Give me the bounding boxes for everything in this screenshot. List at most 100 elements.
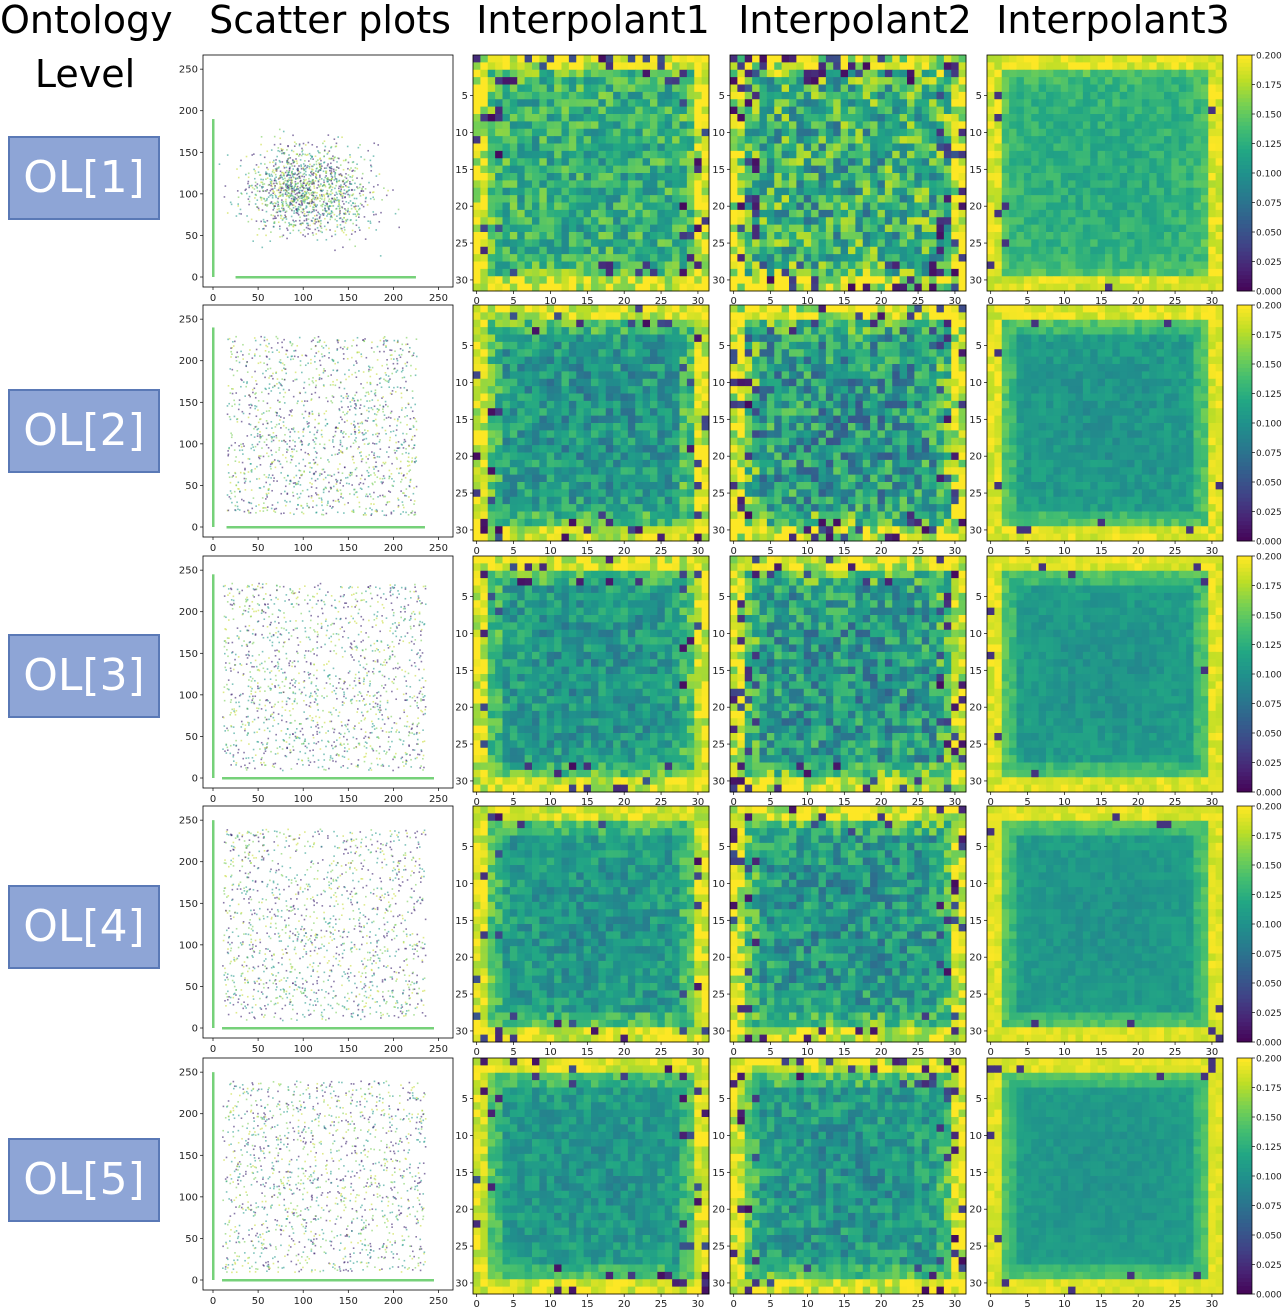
scatter-point: [305, 183, 307, 185]
scatter-point: [348, 162, 350, 164]
scatter-point: [300, 197, 302, 199]
scatter-point: [304, 236, 306, 238]
scatter-point: [302, 199, 304, 201]
scatter-point: [305, 179, 307, 181]
scatter-point: [319, 195, 321, 197]
scatter-point: [274, 178, 276, 180]
scatter-point: [299, 145, 301, 147]
scatter-point: [290, 185, 292, 187]
scatter-point: [307, 165, 309, 167]
scatter-point: [294, 165, 296, 167]
scatter-point: [266, 189, 268, 191]
scatter-vertical-band: [212, 119, 215, 277]
scatter-point: [302, 174, 304, 176]
scatter-point: [336, 215, 338, 217]
scatter-point: [286, 228, 288, 230]
scatter-point: [298, 173, 300, 175]
scatter-point: [265, 171, 267, 173]
scatter-point: [398, 227, 400, 229]
scatter-point: [318, 181, 320, 183]
scatter-point: [272, 169, 274, 171]
scatter-point: [351, 205, 353, 207]
scatter-point: [260, 154, 262, 156]
scatter-point: [380, 212, 382, 214]
scatter-point: [324, 218, 326, 220]
scatter-point: [350, 200, 352, 202]
scatter-point: [292, 159, 294, 161]
scatter-point: [308, 211, 310, 213]
scatter-point: [255, 182, 257, 184]
scatter-point: [283, 175, 285, 177]
scatter-point: [277, 204, 279, 206]
scatter-point: [260, 163, 262, 165]
scatter-point: [332, 192, 334, 194]
scatter-point: [313, 202, 315, 204]
scatter-point: [360, 195, 362, 197]
scatter-point: [312, 169, 314, 171]
scatter-point: [351, 176, 353, 178]
scatter-point: [356, 177, 358, 179]
scatter-point: [296, 174, 298, 176]
scatter-point: [298, 208, 300, 210]
scatter-point: [334, 194, 336, 196]
scatter-point: [255, 172, 257, 174]
scatter-point: [326, 229, 328, 231]
scatter-point: [345, 210, 347, 212]
scatter-point: [240, 160, 242, 162]
scatter-point: [320, 197, 322, 199]
scatter-point: [281, 189, 283, 191]
scatter-point: [340, 224, 342, 226]
scatter-point: [320, 231, 322, 233]
scatter-point: [292, 134, 294, 136]
scatter-point: [309, 174, 311, 176]
scatter-point: [336, 180, 338, 182]
scatter-point: [367, 150, 369, 152]
scatter-point: [281, 207, 283, 209]
scatter-point: [315, 197, 317, 199]
scatter-point: [320, 226, 322, 228]
scatter-point: [283, 166, 285, 168]
scatter-point: [308, 197, 310, 199]
scatter-point: [319, 200, 321, 202]
scatter-point: [315, 170, 317, 172]
scatter-point: [324, 161, 326, 163]
scatter-point: [247, 183, 249, 185]
scatter-point: [286, 167, 288, 169]
scatter-point: [295, 158, 297, 160]
scatter-point: [290, 200, 292, 202]
scatter-point: [354, 203, 356, 205]
scatter-point: [320, 183, 322, 185]
scatter-point: [320, 220, 322, 222]
scatter-point: [315, 155, 317, 157]
scatter-point: [284, 167, 286, 169]
scatter-point: [323, 184, 325, 186]
scatter-point: [256, 220, 258, 222]
scatter-point: [265, 225, 267, 227]
scatter-point: [308, 218, 310, 220]
scatter-point: [361, 178, 363, 180]
scatter-point: [318, 230, 320, 232]
scatter-point: [334, 219, 336, 221]
scatter-point: [291, 150, 293, 152]
scatter-point: [248, 204, 250, 206]
scatter-point: [360, 156, 362, 158]
scatter-point: [369, 192, 371, 194]
scatter-point: [341, 136, 343, 138]
scatter-point: [315, 221, 317, 223]
scatter-point: [300, 164, 302, 166]
scatter-point: [370, 222, 372, 224]
scatter-point: [335, 169, 337, 171]
scatter-point: [360, 190, 362, 192]
scatter-point: [270, 185, 272, 187]
scatter-point: [273, 215, 275, 217]
scatter-point: [309, 201, 311, 203]
scatter-point: [277, 150, 279, 152]
scatter-point: [323, 170, 325, 172]
scatter-point: [311, 220, 313, 222]
scatter-point: [324, 177, 326, 179]
scatter-point: [331, 198, 333, 200]
scatter-point: [266, 211, 268, 213]
scatter-point: [333, 169, 335, 171]
scatter-point: [343, 232, 345, 234]
scatter-point: [338, 188, 340, 190]
